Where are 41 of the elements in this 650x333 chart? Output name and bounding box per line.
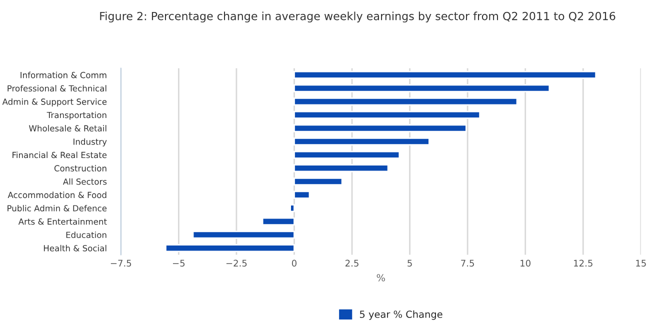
bar	[294, 98, 518, 106]
x-tick-label: 12.5	[574, 260, 592, 267]
x-tick-label: −5	[172, 260, 185, 267]
y-tick-label: Health & Social	[44, 244, 106, 252]
bar	[294, 124, 467, 132]
y-tick-label: Transportation	[46, 112, 106, 120]
bar	[294, 177, 343, 186]
y-tick-label: All Sectors	[62, 178, 107, 185]
x-tick-label: 7.5	[461, 260, 474, 267]
bar	[294, 164, 389, 172]
x-tick-label: −7.5	[110, 260, 132, 267]
y-tick-label: Admin & Support Service	[2, 98, 107, 106]
y-tick-label: Industry	[74, 138, 107, 146]
bar	[294, 150, 400, 159]
x-tick-label: 2.5	[345, 260, 358, 267]
bar	[192, 230, 295, 239]
y-tick-label: Arts & Entertainment	[18, 218, 107, 225]
x-tick-label: 15	[636, 260, 646, 267]
y-tick-label: Financial & Real Estate	[12, 152, 107, 158]
x-tick-label: 0	[292, 260, 297, 267]
y-tick-label: Construction	[54, 165, 106, 172]
bar	[262, 217, 295, 226]
x-tick-label: −2.5	[226, 260, 247, 267]
y-tick-label: Public Admin & Defence	[8, 204, 107, 212]
x-axis-title: %	[376, 274, 385, 282]
x-tick-label: 5	[408, 260, 412, 267]
bar	[294, 138, 430, 146]
x-tick-label: 10	[520, 260, 530, 267]
y-tick-label: Professional & Technical	[8, 85, 106, 92]
bar	[294, 190, 310, 199]
y-tick-label: Information & Comm	[20, 72, 106, 78]
bar	[294, 84, 550, 92]
y-tick-label: Wholesale & Retail	[28, 125, 106, 132]
legend-label: 5 year % Change	[360, 310, 442, 320]
chart-title: Figure 2: Percentage change in average weekly earnings by sector from Q2 2011 to Q2 2016	[100, 12, 616, 22]
bar	[294, 70, 597, 79]
bar	[290, 204, 295, 212]
bar	[165, 244, 295, 252]
bar	[294, 110, 481, 119]
y-tick-label: Education	[66, 232, 106, 238]
y-tick-label: Accommodation & Food	[8, 192, 106, 198]
